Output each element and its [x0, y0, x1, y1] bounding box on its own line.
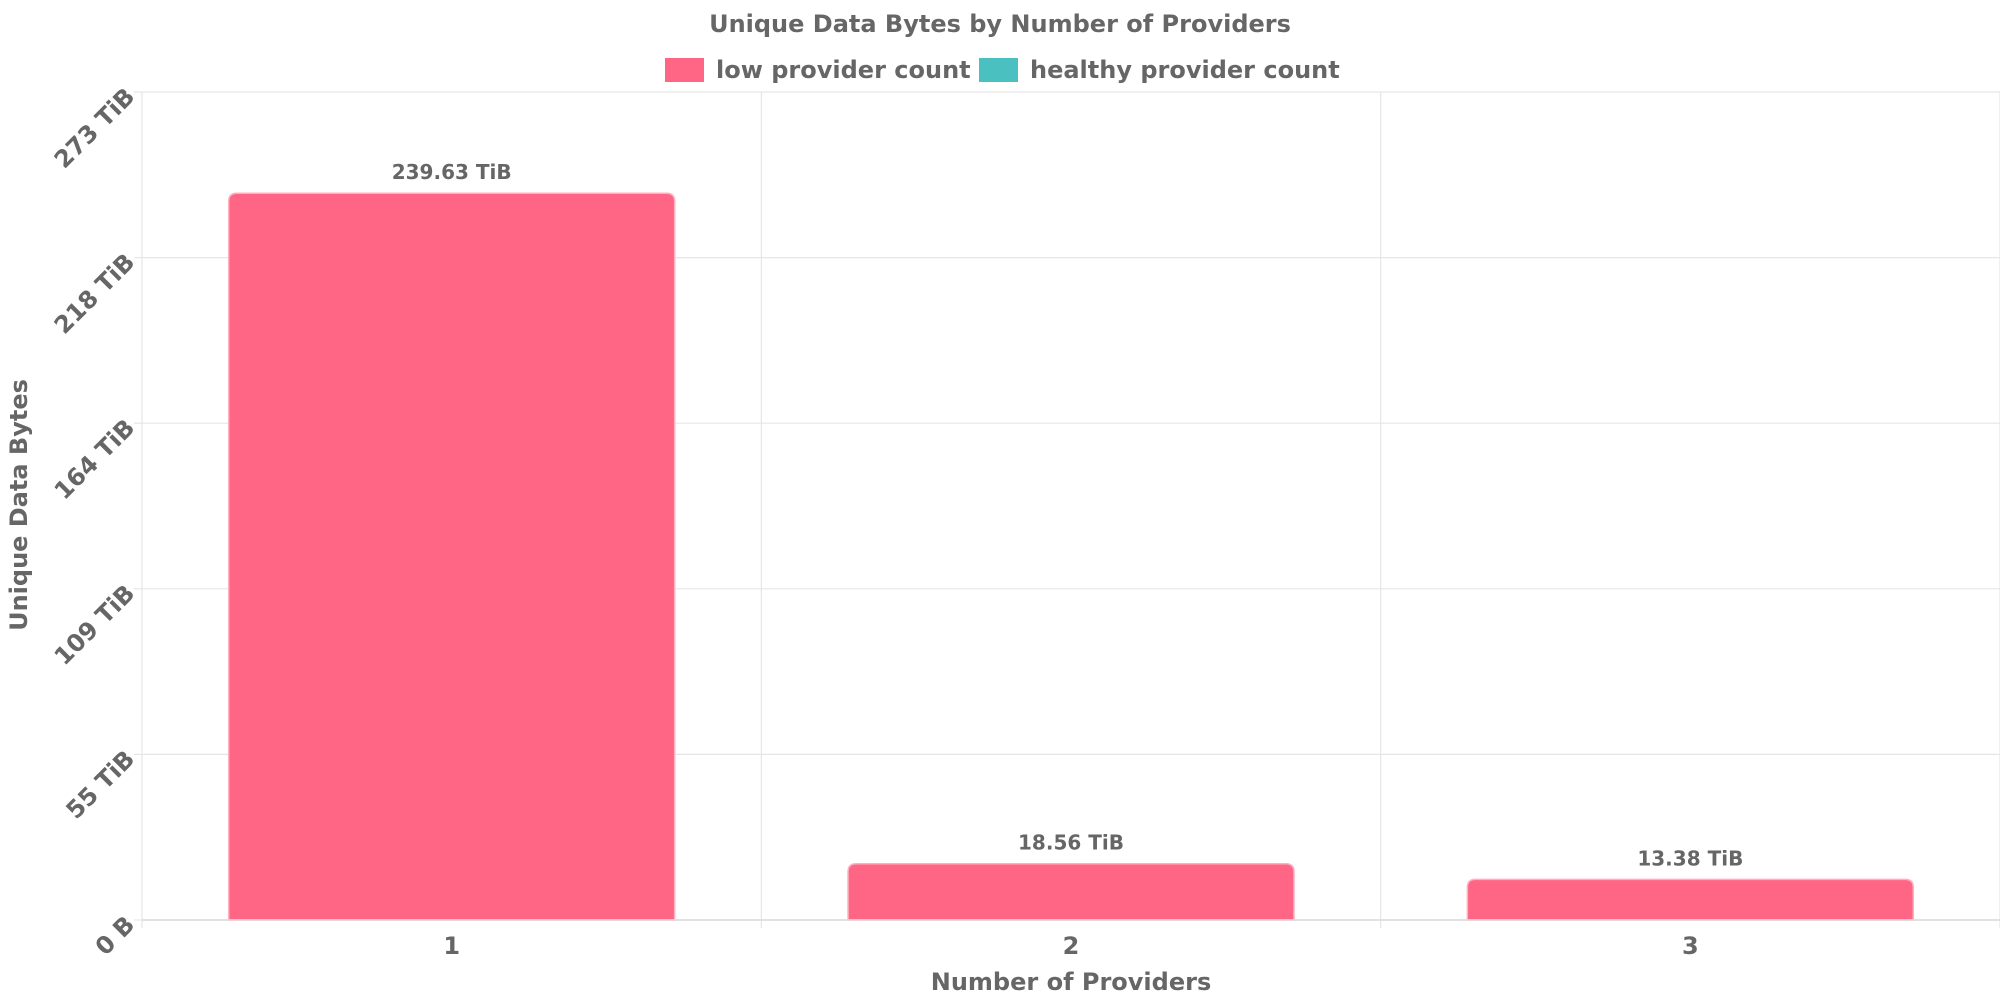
bar-value-label: 239.63 TiB	[392, 160, 512, 184]
bars: 239.63 TiB 18.56 TiB 13.38 TiB	[227, 160, 1915, 921]
bar[interactable]	[1466, 878, 1915, 921]
x-tick-label: 1	[443, 932, 460, 960]
bar-value-label: 13.38 TiB	[1637, 846, 1743, 870]
legend-swatch-healthy-provider-count[interactable]	[979, 58, 1018, 82]
bar-value-label: 18.56 TiB	[1018, 831, 1124, 855]
y-tick-label: 109 TiB	[49, 579, 140, 670]
x-tick-label: 3	[1682, 932, 1699, 960]
chart-title: Unique Data Bytes by Number of Providers	[709, 10, 1291, 38]
legend-label-healthy-provider-count[interactable]: healthy provider count	[1030, 56, 1340, 84]
legend-label-low-provider-count[interactable]: low provider count	[716, 56, 971, 84]
x-tick-label: 2	[1063, 932, 1080, 960]
bar[interactable]	[227, 192, 676, 921]
y-tick-label: 218 TiB	[49, 248, 140, 339]
legend: low provider count healthy provider coun…	[665, 56, 1340, 84]
y-tick-label: 164 TiB	[49, 414, 140, 505]
y-tick-label: 55 TiB	[61, 745, 141, 825]
legend-swatch-low-provider-count[interactable]	[665, 58, 704, 82]
y-tick-label: 0 B	[90, 910, 140, 960]
x-axis-label: Number of Providers	[931, 968, 1211, 996]
y-tick-label: 273 TiB	[49, 82, 140, 173]
bar[interactable]	[847, 862, 1295, 921]
y-axis-label: Unique Data Bytes	[5, 379, 33, 631]
